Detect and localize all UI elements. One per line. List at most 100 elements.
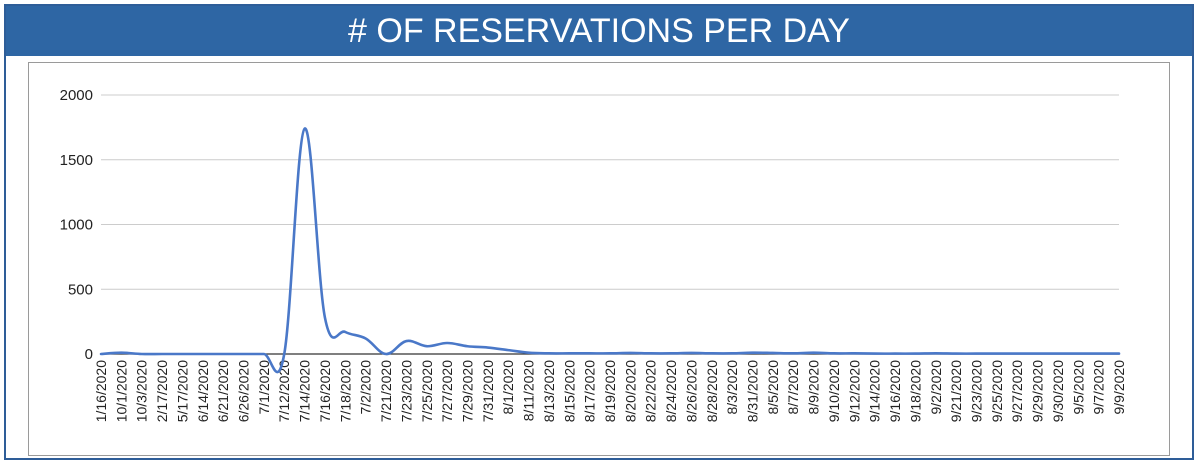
data-point [222, 353, 225, 356]
x-tick-label: 9/5/2020 [1070, 360, 1086, 415]
y-tick-label: 2000 [60, 87, 93, 104]
data-point [385, 353, 388, 356]
data-point [303, 127, 306, 130]
data-point [873, 352, 876, 355]
data-point [670, 352, 673, 355]
x-tick-label: 9/14/2020 [867, 360, 883, 422]
data-point [120, 351, 123, 354]
x-tick-label: 9/30/2020 [1050, 360, 1066, 422]
x-tick-label: 8/15/2020 [561, 360, 577, 422]
chart-title: # OF RESERVATIONS PER DAY [6, 6, 1192, 56]
x-tick-label: 8/24/2020 [663, 360, 679, 422]
data-point [201, 353, 204, 356]
x-tick-label: 8/28/2020 [704, 360, 720, 422]
data-point [100, 353, 103, 356]
data-point [1077, 352, 1080, 355]
data-point [1118, 352, 1121, 355]
data-point [710, 352, 713, 355]
data-point [405, 340, 408, 343]
x-tick-label: 8/1/2020 [500, 360, 516, 415]
x-tick-label: 9/29/2020 [1030, 360, 1046, 422]
x-tick-label: 8/26/2020 [683, 360, 699, 422]
data-point [446, 341, 449, 344]
x-tick-label: 10/1/2020 [113, 360, 129, 422]
x-tick-label: 7/27/2020 [439, 360, 455, 422]
x-tick-label: 9/21/2020 [948, 360, 964, 422]
data-point [751, 351, 754, 354]
data-point [975, 352, 978, 355]
x-tick-label: 9/12/2020 [846, 360, 862, 422]
data-point [690, 351, 693, 354]
x-tick-label: 6/21/2020 [215, 360, 231, 422]
x-tick-label: 9/10/2020 [826, 360, 842, 422]
x-tick-label: 7/2/2020 [358, 360, 374, 415]
x-tick-label: 7/1/2020 [256, 360, 272, 415]
data-point [283, 353, 286, 356]
data-point [425, 345, 428, 348]
x-tick-label: 9/2/2020 [928, 360, 944, 415]
x-tick-label: 9/16/2020 [887, 360, 903, 422]
x-tick-label: 7/31/2020 [480, 360, 496, 422]
data-point [934, 352, 937, 355]
y-tick-label: 500 [68, 281, 93, 298]
y-tick-label: 1000 [60, 217, 93, 234]
x-tick-label: 7/16/2020 [317, 360, 333, 422]
x-tick-label: 2/17/2020 [154, 360, 170, 422]
x-tick-label: 7/23/2020 [398, 360, 414, 422]
x-tick-label: 9/27/2020 [1009, 360, 1025, 422]
x-tick-label: 9/25/2020 [989, 360, 1005, 422]
data-point [792, 352, 795, 355]
series-line [99, 127, 1121, 374]
data-point [161, 353, 164, 356]
data-point [649, 352, 652, 355]
data-point [486, 346, 489, 349]
x-tick-label: 9/23/2020 [968, 360, 984, 422]
data-point [527, 351, 530, 354]
x-tick-label: 7/25/2020 [419, 360, 435, 422]
x-tick-label: 7/14/2020 [297, 360, 313, 422]
data-point [995, 352, 998, 355]
x-tick-label: 8/11/2020 [521, 360, 537, 421]
data-point [1036, 352, 1039, 355]
x-tick-label: 9/9/2020 [1111, 360, 1127, 415]
line-chart: 0 500 1000 1500 2000 1/16/2020 10/1/2020 10/3/2… [60, 87, 1127, 422]
data-point [812, 351, 815, 354]
data-point [832, 352, 835, 355]
data-point [1097, 352, 1100, 355]
data-point [181, 353, 184, 356]
x-tick-label: 8/9/2020 [806, 360, 822, 415]
x-tick-label: 8/5/2020 [765, 360, 781, 415]
data-point [914, 352, 917, 355]
y-tick-label: 1500 [60, 152, 93, 169]
data-point [262, 353, 265, 356]
data-point [894, 352, 897, 355]
x-tick-label: 8/13/2020 [541, 360, 557, 422]
x-tick-label: 8/20/2020 [622, 360, 638, 422]
data-point [771, 351, 774, 354]
y-tick-label: 0 [85, 346, 93, 363]
chart-frame: # OF RESERVATIONS PER DAY 0 500 1000 1500 20… [4, 4, 1194, 460]
data-point [507, 349, 510, 352]
x-tick-label: 9/7/2020 [1091, 360, 1107, 415]
x-tick-label: 10/3/2020 [134, 360, 150, 422]
x-tick-label: 8/17/2020 [582, 360, 598, 422]
data-point [242, 353, 245, 356]
x-tick-label: 7/18/2020 [337, 360, 353, 422]
data-point [609, 352, 612, 355]
data-point [853, 352, 856, 355]
data-point [344, 330, 347, 333]
x-tick-label: 6/14/2020 [195, 360, 211, 422]
data-point [364, 337, 367, 340]
data-point [588, 352, 591, 355]
x-tick-label: 6/26/2020 [236, 360, 252, 422]
data-point [466, 345, 469, 348]
x-tick-label: 8/22/2020 [643, 360, 659, 422]
x-tick-label: 7/12/2020 [276, 360, 292, 422]
x-tick-label: 1/16/2020 [93, 360, 109, 422]
chart-area: 0 500 1000 1500 2000 1/16/2020 10/1/2020 10/3/2… [28, 62, 1170, 456]
data-point [731, 352, 734, 355]
x-tick-label: 7/21/2020 [378, 360, 394, 422]
data-point [547, 352, 550, 355]
data-point [1056, 352, 1059, 355]
data-point [1016, 352, 1019, 355]
